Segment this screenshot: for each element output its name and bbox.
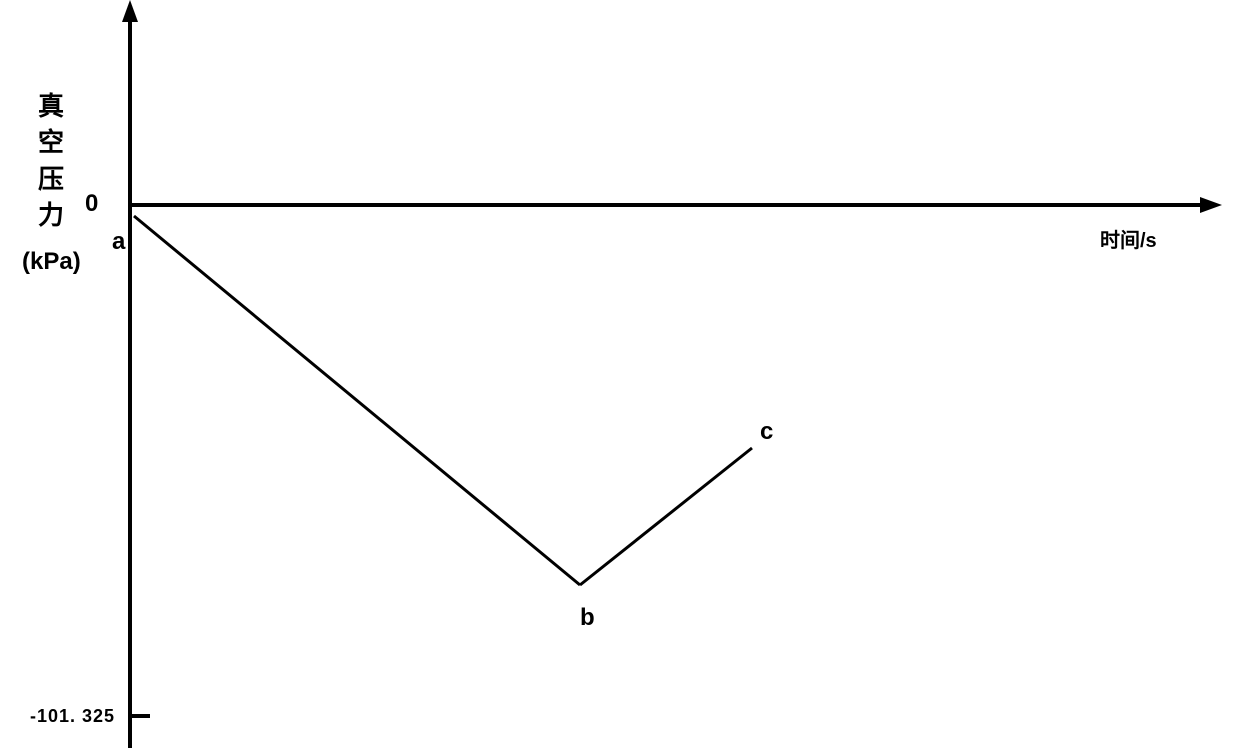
chart-container: 真 空 压 力 (kPa) 0 -101. 325 时间/s a b c [0,0,1240,756]
y-axis-arrow [122,0,138,22]
point-label-a: a [112,228,125,256]
point-label-c: c [760,418,773,446]
data-line-ab [134,216,580,585]
y-axis-label: 真 空 压 力 [38,88,64,234]
y-axis-unit: (kPa) [22,248,81,276]
data-line-bc [580,448,752,585]
x-axis-label: 时间/s [1100,224,1157,253]
y-axis-label-char-4: 力 [38,197,64,233]
y-axis-min: -101. 325 [30,706,115,727]
y-axis-label-char-3: 压 [38,161,64,197]
x-axis-arrow [1200,197,1222,213]
y-axis-zero: 0 [85,190,98,218]
y-axis-label-char-2: 空 [38,124,64,160]
chart-svg [0,0,1240,756]
point-label-b: b [580,604,595,632]
y-axis-label-char-1: 真 [38,88,64,124]
